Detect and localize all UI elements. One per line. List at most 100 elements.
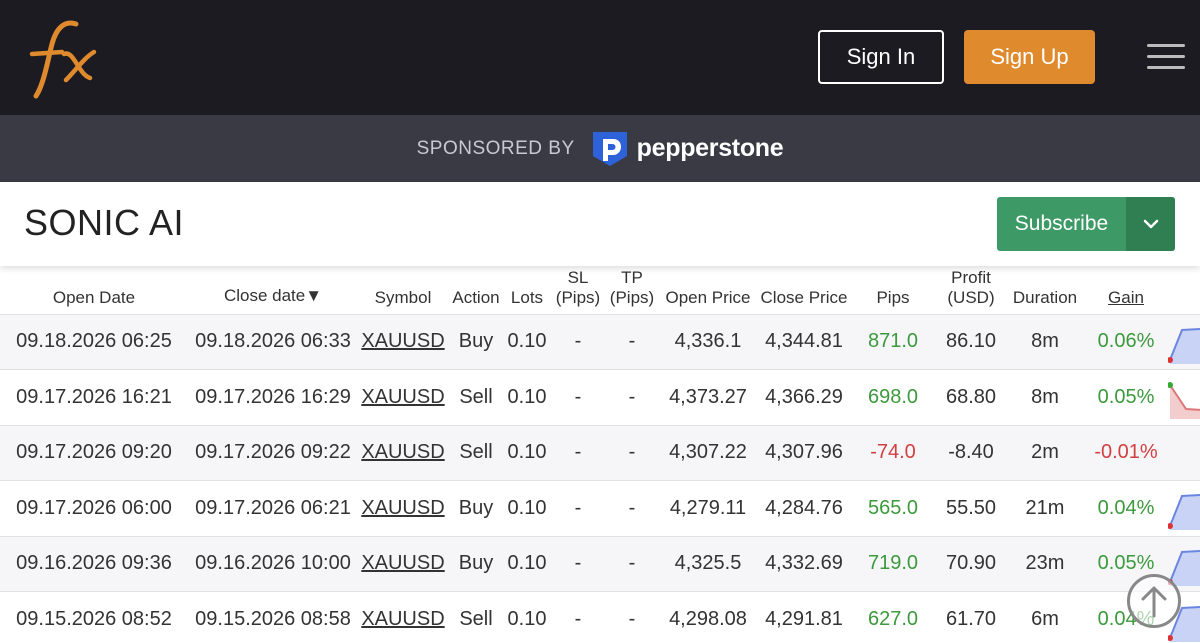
cell-sparkline bbox=[1168, 369, 1200, 425]
sponsor-brand-name: pepperstone bbox=[636, 134, 784, 162]
header-profit[interactable]: Profit (USD) bbox=[936, 266, 1006, 314]
sign-in-button[interactable]: Sign In bbox=[818, 30, 944, 84]
table-row[interactable]: 09.15.2026 08:52 09.15.2026 08:58 XAUUSD Se… bbox=[0, 591, 1200, 643]
sparkline-line bbox=[1169, 549, 1200, 583]
table-row[interactable]: 09.17.2026 06:00 09.17.2026 06:21 XAUUSD Bu… bbox=[0, 480, 1200, 536]
header-sl-line1: SL bbox=[567, 267, 589, 287]
cell-sparkline bbox=[1168, 480, 1200, 536]
sparkline-line bbox=[1169, 384, 1200, 412]
cell-profit: -8.40 bbox=[936, 424, 1006, 481]
header-open-date[interactable]: Open Date bbox=[52, 287, 136, 307]
header-duration[interactable]: Duration bbox=[1012, 287, 1078, 307]
cell-open-price: 4,336.1 bbox=[658, 313, 758, 370]
cell-gain: 0.05% bbox=[1084, 369, 1168, 425]
cell-tp: - bbox=[606, 313, 658, 370]
sparkline-line bbox=[1169, 494, 1200, 527]
trade-sparkline-chart bbox=[1168, 382, 1200, 420]
sponsor-label: SPONSORED BY bbox=[416, 137, 575, 159]
header-tp[interactable]: TP (Pips) bbox=[606, 266, 658, 314]
cell-action: Buy bbox=[448, 480, 504, 536]
cell-open-date: 09.17.2026 09:20 bbox=[0, 424, 188, 481]
sparkline-area bbox=[1170, 328, 1200, 364]
cell-gain: -0.01% bbox=[1084, 424, 1168, 481]
cell-symbol[interactable]: XAUUSD bbox=[358, 535, 448, 592]
header-tp-line2: (Pips) bbox=[609, 287, 655, 307]
header-lots[interactable]: Lots bbox=[510, 287, 544, 307]
cell-profit: 68.80 bbox=[936, 369, 1006, 425]
header-profit-line1: Profit bbox=[951, 267, 991, 287]
cell-lots: 0.10 bbox=[504, 591, 550, 643]
header-sl-line2: (Pips) bbox=[555, 287, 601, 307]
cell-tp: - bbox=[606, 369, 658, 425]
fx-logo[interactable] bbox=[22, 14, 102, 100]
cell-pips: 719.0 bbox=[850, 535, 936, 592]
trade-history-table-container[interactable]: Open Date Close date▼ Symbol Action Lots… bbox=[0, 266, 1200, 643]
hamburger-menu-icon[interactable] bbox=[1147, 44, 1185, 70]
table-row[interactable]: 09.17.2026 09:20 09.17.2026 09:22 XAUUSD Se… bbox=[0, 424, 1200, 481]
header-action[interactable]: Action bbox=[452, 287, 500, 307]
cell-sl: - bbox=[550, 313, 606, 370]
page-title: SONIC AI bbox=[24, 202, 185, 243]
cell-action: Sell bbox=[448, 424, 504, 481]
sparkline-start-point bbox=[1168, 382, 1173, 389]
table-row[interactable]: 09.16.2026 09:36 09.16.2026 10:00 XAUUSD Bu… bbox=[0, 535, 1200, 592]
sparkline-line bbox=[1169, 605, 1200, 638]
table-row[interactable]: 09.18.2026 06:25 09.18.2026 06:33 XAUUSD Bu… bbox=[0, 313, 1200, 370]
cell-open-date: 09.17.2026 06:00 bbox=[0, 480, 188, 536]
cell-pips: 627.0 bbox=[850, 591, 936, 643]
subscribe-dropdown-button[interactable] bbox=[1126, 197, 1175, 251]
cell-gain: 0.04% bbox=[1084, 480, 1168, 536]
cell-close-date: 09.17.2026 09:22 bbox=[188, 424, 358, 481]
header-gain[interactable]: Gain bbox=[1084, 266, 1168, 314]
header-chart bbox=[1168, 266, 1200, 314]
header-profit-line2: (USD) bbox=[947, 287, 995, 307]
cell-close-price: 4,284.76 bbox=[758, 480, 850, 536]
cell-tp: - bbox=[606, 591, 658, 643]
subscribe-button-group: Subscribe bbox=[997, 197, 1175, 251]
sparkline-area bbox=[1170, 385, 1200, 420]
cell-symbol[interactable]: XAUUSD bbox=[358, 591, 448, 643]
cell-close-price: 4,291.81 bbox=[758, 591, 850, 643]
cell-symbol[interactable]: XAUUSD bbox=[358, 369, 448, 425]
cell-sl: - bbox=[550, 480, 606, 536]
cell-action: Sell bbox=[448, 591, 504, 643]
cell-lots: 0.10 bbox=[504, 535, 550, 592]
cell-lots: 0.10 bbox=[504, 480, 550, 536]
header-pips[interactable]: Pips bbox=[876, 287, 910, 307]
cell-lots: 0.10 bbox=[504, 313, 550, 370]
table-row[interactable]: 09.17.2026 16:21 09.17.2026 16:29 XAUUSD Se… bbox=[0, 369, 1200, 425]
header-symbol[interactable]: Symbol bbox=[374, 287, 432, 307]
cell-symbol[interactable]: XAUUSD bbox=[358, 424, 448, 481]
cell-open-date: 09.16.2026 09:36 bbox=[0, 535, 188, 592]
cell-sl: - bbox=[550, 369, 606, 425]
cell-symbol[interactable]: XAUUSD bbox=[358, 313, 448, 370]
sponsor-banner[interactable]: SPONSORED BY pepperstone bbox=[0, 115, 1200, 182]
cell-tp: - bbox=[606, 480, 658, 536]
header-close-price[interactable]: Close Price bbox=[760, 287, 848, 307]
sparkline-line bbox=[1169, 327, 1200, 361]
cell-sl: - bbox=[550, 535, 606, 592]
cell-symbol[interactable]: XAUUSD bbox=[358, 480, 448, 536]
header-close-date-label: Close date▼ bbox=[223, 285, 323, 305]
cell-tp: - bbox=[606, 424, 658, 481]
cell-close-price: 4,332.69 bbox=[758, 535, 850, 592]
sign-up-button[interactable]: Sign Up bbox=[964, 30, 1095, 84]
cell-duration: 6m bbox=[1006, 591, 1084, 643]
subscribe-button[interactable]: Subscribe bbox=[1014, 212, 1109, 235]
trade-sparkline-chart bbox=[1168, 549, 1200, 586]
scroll-to-top-button[interactable] bbox=[1127, 574, 1181, 628]
sparkline-area bbox=[1170, 495, 1200, 531]
sparkline-start-point bbox=[1168, 356, 1173, 363]
header-tp-line1: TP bbox=[621, 267, 643, 287]
header-sl[interactable]: SL (Pips) bbox=[550, 266, 606, 314]
top-navigation-bar: Sign In Sign Up bbox=[0, 0, 1200, 115]
cell-profit: 55.50 bbox=[936, 480, 1006, 536]
cell-duration: 8m bbox=[1006, 313, 1084, 370]
header-open-price[interactable]: Open Price bbox=[665, 287, 751, 307]
cell-tp: - bbox=[606, 535, 658, 592]
cell-close-price: 4,366.29 bbox=[758, 369, 850, 425]
sparkline-area bbox=[1170, 550, 1200, 586]
header-gain-label: Gain bbox=[1108, 287, 1144, 307]
sparkline-start-point bbox=[1168, 634, 1173, 641]
header-close-date[interactable]: Close date▼ bbox=[188, 266, 358, 314]
